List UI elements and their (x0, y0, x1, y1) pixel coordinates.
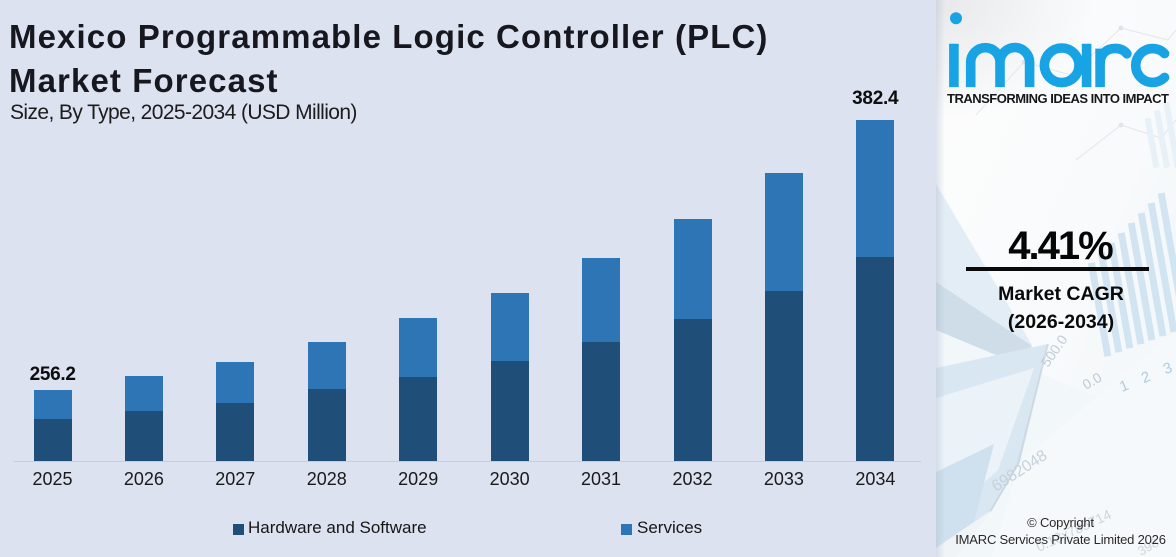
svg-text:TRANSFORMING IDEAS INTO IMPACT: TRANSFORMING IDEAS INTO IMPACT (947, 91, 1169, 106)
